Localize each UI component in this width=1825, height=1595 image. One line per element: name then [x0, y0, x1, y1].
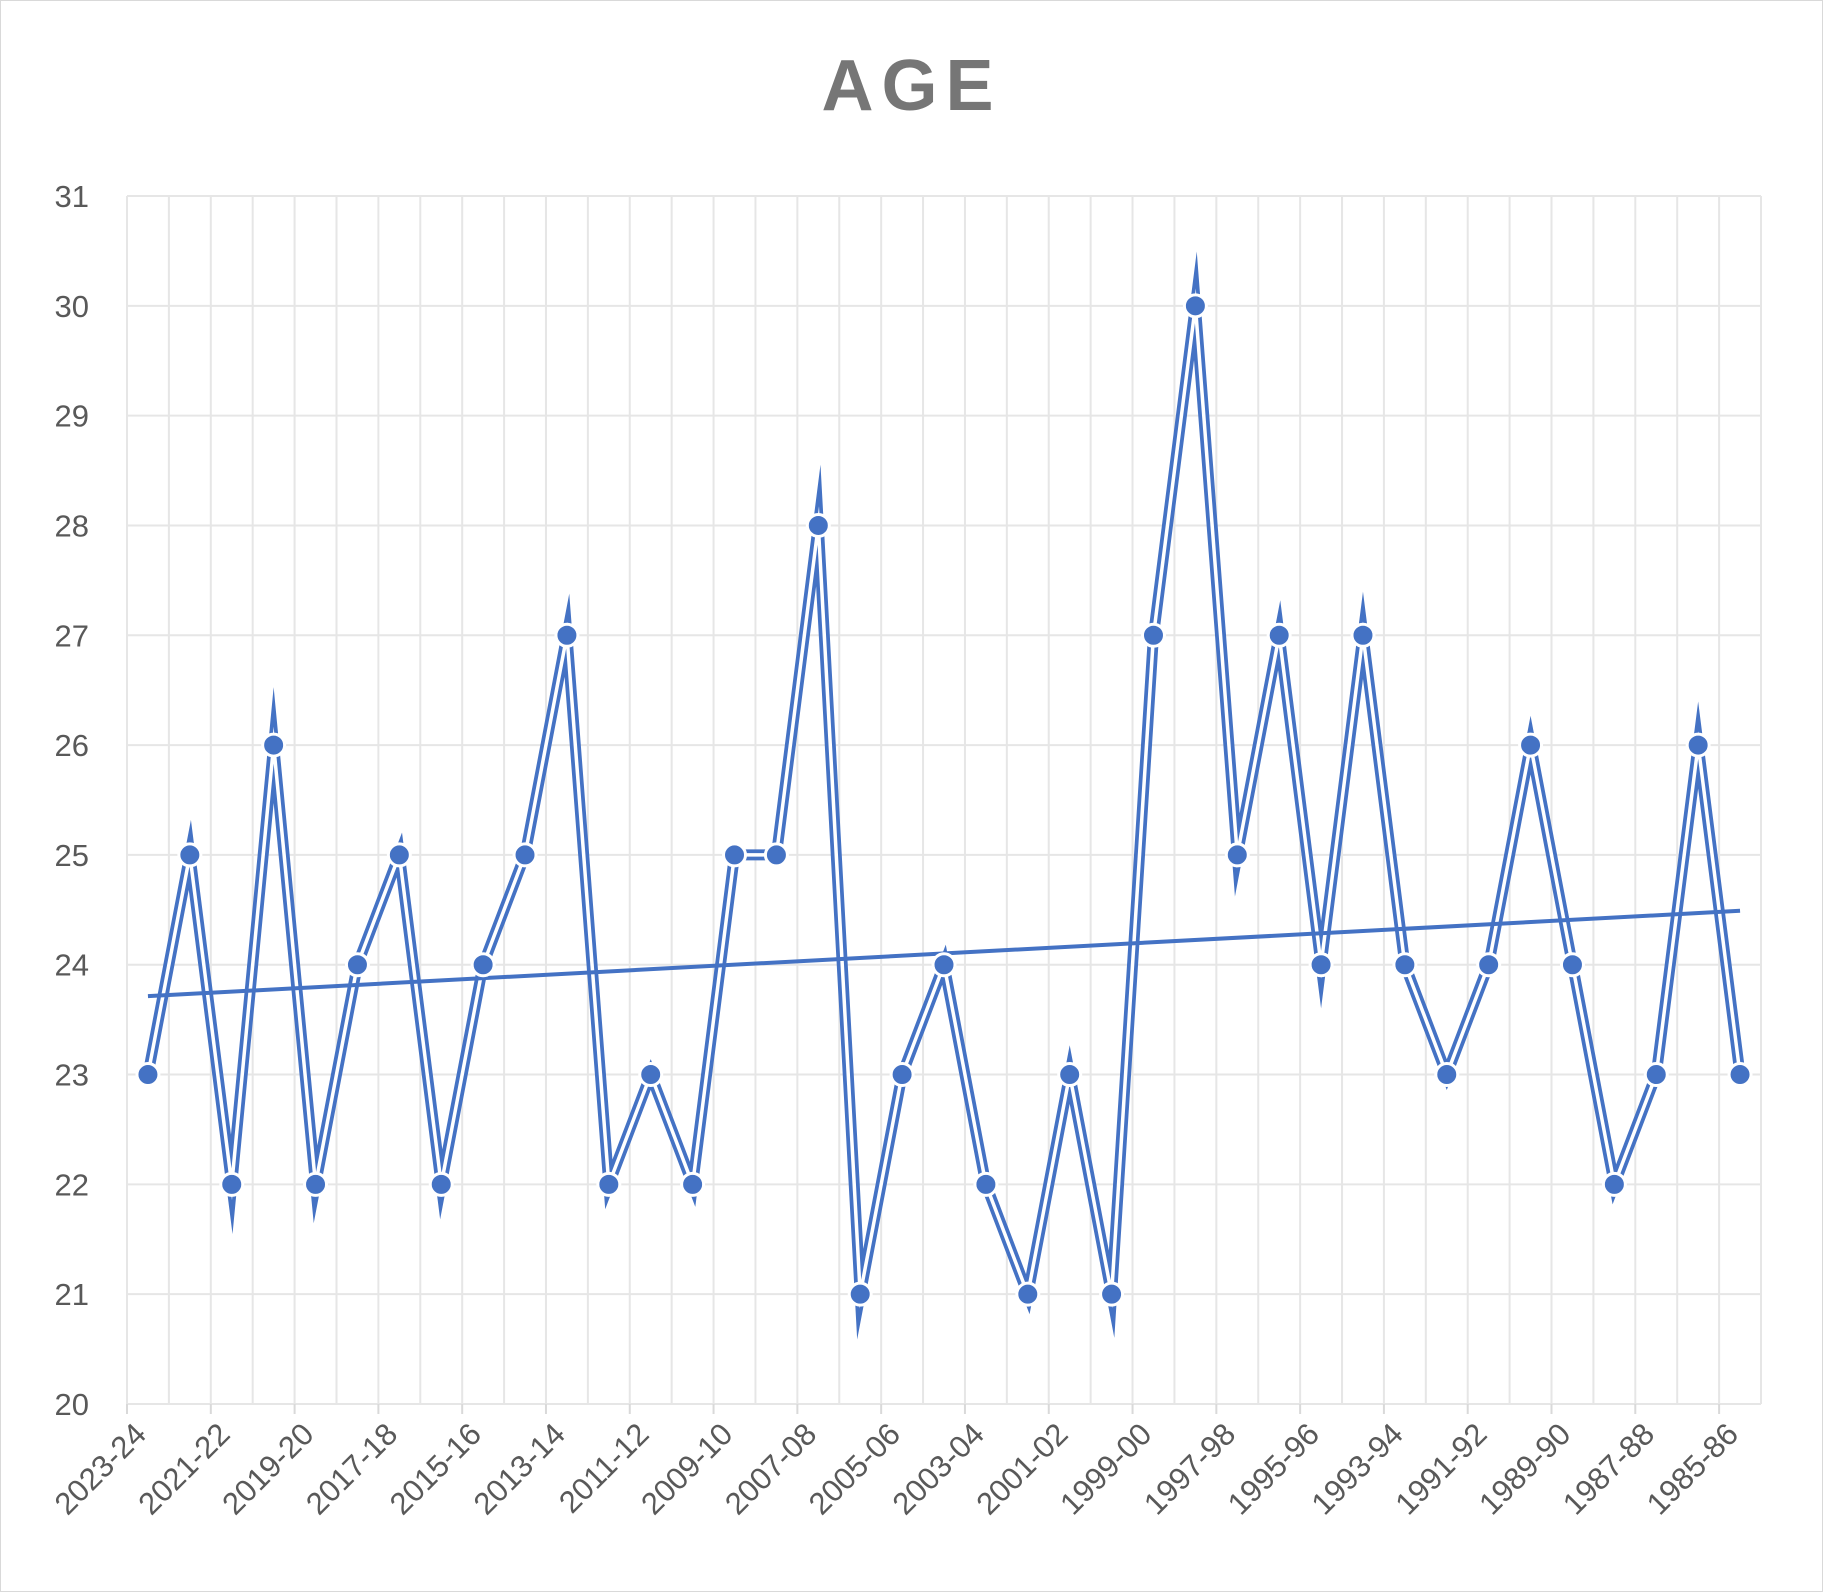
data-point — [386, 842, 412, 868]
x-tick-label: 2013-14 — [467, 1416, 572, 1521]
data-point — [1350, 622, 1376, 648]
x-tick-label: 1995-96 — [1221, 1416, 1326, 1521]
data-point — [931, 952, 957, 978]
data-point — [1392, 952, 1418, 978]
data-point — [554, 622, 580, 648]
data-point — [344, 952, 370, 978]
y-tick-label: 31 — [55, 179, 89, 214]
x-tick-label: 2011-12 — [552, 1416, 656, 1520]
y-tick-label: 20 — [55, 1387, 89, 1422]
x-tick-label: 1997-98 — [1137, 1416, 1242, 1521]
data-point — [722, 842, 748, 868]
data-point — [1057, 1062, 1083, 1088]
x-tick-label: 2007-08 — [718, 1416, 823, 1521]
data-point — [1643, 1062, 1669, 1088]
data-point — [303, 1171, 329, 1197]
data-point — [973, 1171, 999, 1197]
y-tick-label: 28 — [55, 508, 89, 543]
y-tick-label: 29 — [55, 399, 89, 434]
data-point — [763, 842, 789, 868]
x-tick-label: 1993-94 — [1305, 1416, 1410, 1521]
x-tick-label: 1987-88 — [1556, 1416, 1661, 1521]
data-point — [177, 842, 203, 868]
data-point — [470, 952, 496, 978]
series-line — [142, 251, 1746, 1340]
x-tick-label: 1991-92 — [1388, 1416, 1493, 1521]
x-tick-label: 2001-02 — [969, 1416, 1074, 1521]
data-point — [596, 1171, 622, 1197]
x-tick-label: 2015-16 — [383, 1416, 488, 1521]
data-point — [1140, 622, 1166, 648]
series-line-inner — [146, 288, 1742, 1309]
y-tick-label: 23 — [55, 1058, 89, 1093]
x-tick-label: 2023-24 — [48, 1416, 153, 1521]
y-tick-label: 25 — [55, 838, 89, 873]
y-tick-label: 27 — [55, 618, 89, 653]
y-tick-label: 21 — [55, 1277, 89, 1312]
data-point — [1266, 622, 1292, 648]
data-point — [1224, 842, 1250, 868]
x-tick-label: 2005-06 — [802, 1416, 907, 1521]
data-point — [135, 1062, 161, 1088]
data-point — [1476, 952, 1502, 978]
data-point — [1685, 732, 1711, 758]
x-tick-label: 2009-10 — [634, 1416, 739, 1521]
data-point — [1727, 1062, 1753, 1088]
data-point — [1182, 293, 1208, 319]
data-point — [1601, 1171, 1627, 1197]
y-tick-label: 30 — [55, 289, 89, 324]
y-tick-label: 26 — [55, 728, 89, 763]
data-point — [1559, 952, 1585, 978]
data-point — [1099, 1281, 1125, 1307]
data-point — [261, 732, 287, 758]
x-tick-label: 1985-86 — [1640, 1416, 1745, 1521]
x-tick-label: 1999-00 — [1053, 1416, 1158, 1521]
data-point — [1518, 732, 1544, 758]
x-tick-label: 1989-90 — [1472, 1416, 1577, 1521]
data-point — [1434, 1062, 1460, 1088]
chart-title: AGE — [821, 46, 1002, 126]
data-point — [512, 842, 538, 868]
data-point — [1015, 1281, 1041, 1307]
y-tick-label: 22 — [55, 1167, 89, 1202]
x-tick-label: 2019-20 — [215, 1416, 320, 1521]
data-point — [1308, 952, 1334, 978]
data-point — [889, 1062, 915, 1088]
data-point — [847, 1281, 873, 1307]
data-point — [219, 1171, 245, 1197]
data-point — [638, 1062, 664, 1088]
x-tick-label: 2017-18 — [299, 1416, 404, 1521]
y-tick-label: 24 — [55, 948, 89, 983]
data-point — [680, 1171, 706, 1197]
data-point — [805, 512, 831, 538]
x-tick-label: 2003-04 — [886, 1416, 991, 1521]
data-point — [428, 1171, 454, 1197]
x-tick-label: 2021-22 — [131, 1416, 236, 1521]
